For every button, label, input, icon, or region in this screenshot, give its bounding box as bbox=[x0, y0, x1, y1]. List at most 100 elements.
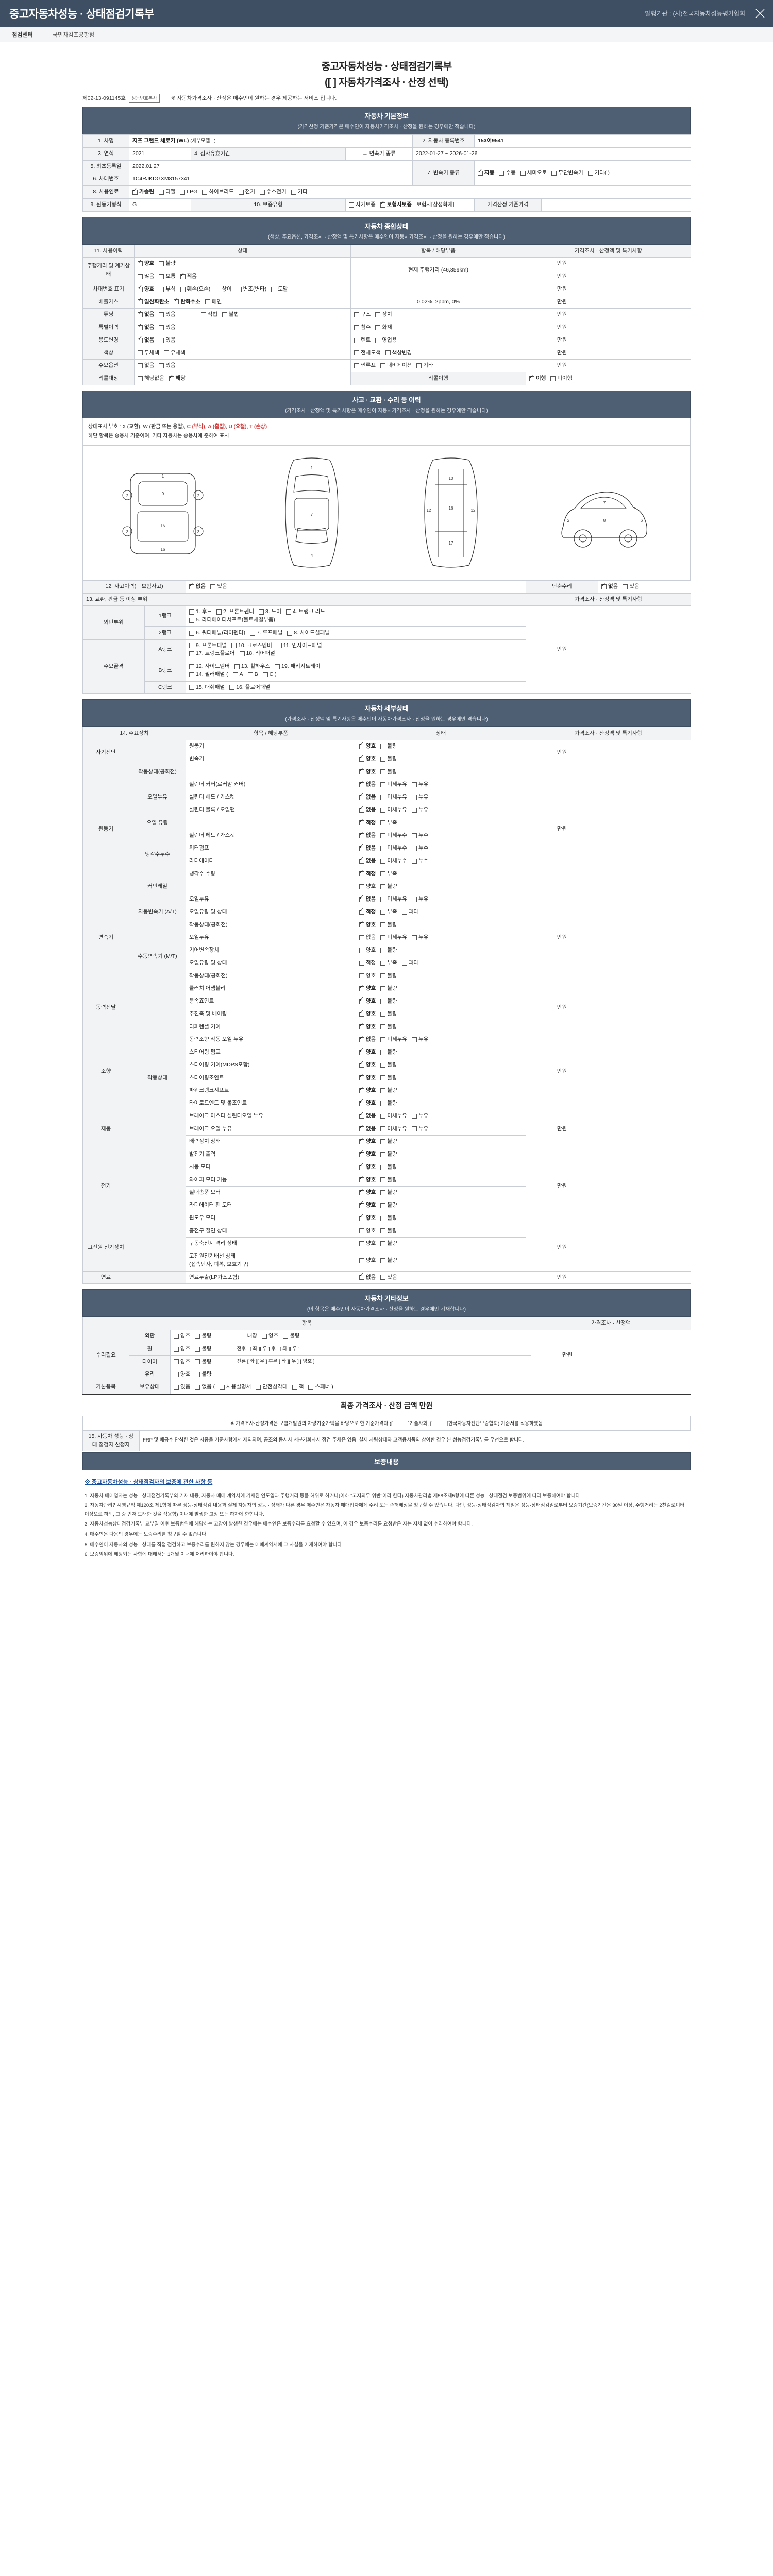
fuel-option[interactable]: LPG bbox=[180, 188, 197, 196]
state-option[interactable]: 불량 bbox=[380, 1138, 397, 1146]
part-option[interactable]: 7. 루프패널 bbox=[249, 629, 282, 637]
part-option[interactable]: 19. 패키지트레이 bbox=[275, 663, 320, 671]
state-option[interactable]: 미세누유 bbox=[380, 793, 407, 802]
part-option[interactable]: 16. 플로어패널 bbox=[229, 684, 270, 692]
detail-price[interactable] bbox=[598, 740, 691, 766]
state-option[interactable]: 있음 bbox=[159, 336, 176, 345]
state-option[interactable]: 없음 bbox=[359, 857, 376, 866]
state-option[interactable]: 미세누유 bbox=[380, 781, 407, 789]
state-option[interactable]: 불량 bbox=[283, 1332, 300, 1341]
overall-row-price[interactable] bbox=[598, 321, 691, 334]
state-option[interactable]: 상이 bbox=[215, 285, 232, 294]
part-option[interactable]: 5. 라디에이터서포트(볼트체결부품) bbox=[189, 616, 275, 624]
car-diagram-top[interactable]: 1 7 4 bbox=[278, 454, 345, 572]
state-option[interactable]: 불량 bbox=[380, 1214, 397, 1223]
part-option[interactable]: 13. 휠하우스 bbox=[234, 663, 270, 671]
state-option[interactable]: 양호 bbox=[359, 1227, 376, 1235]
state-option[interactable]: 양호 bbox=[138, 285, 154, 294]
fuel-option[interactable]: 수소전기 bbox=[259, 188, 287, 196]
state-option[interactable]: 부족 bbox=[380, 959, 397, 968]
transmission-option[interactable]: 수동 bbox=[499, 169, 516, 177]
state-option[interactable]: 도말 bbox=[271, 285, 288, 294]
state-option[interactable]: 부족 bbox=[380, 819, 397, 827]
state-option[interactable]: 불량 bbox=[380, 972, 397, 980]
state-option[interactable]: 미세누유 bbox=[380, 895, 407, 904]
state-option[interactable]: 누유 bbox=[411, 1125, 428, 1133]
state-option[interactable]: 없음 bbox=[359, 1112, 376, 1121]
detail-price[interactable] bbox=[598, 1224, 691, 1272]
state-option[interactable]: 없음 ( bbox=[195, 1383, 215, 1392]
state-option[interactable]: 양호 bbox=[359, 742, 376, 751]
transmission-option[interactable]: 기타( ) bbox=[587, 169, 610, 177]
state-option[interactable]: 적정 bbox=[359, 908, 376, 917]
state-option[interactable]: 없음 bbox=[138, 323, 154, 332]
state-option[interactable]: 매연 bbox=[205, 298, 222, 307]
part-option[interactable]: 12. 사이드멤버 bbox=[189, 663, 230, 671]
part-option[interactable]: 4. 트렁크 리드 bbox=[286, 608, 325, 616]
state-option[interactable]: 양호 bbox=[174, 1345, 190, 1353]
state-option[interactable]: 불량 bbox=[380, 1087, 397, 1095]
state-option[interactable]: 없음 bbox=[359, 844, 376, 853]
item-option[interactable]: 전체도색 bbox=[354, 349, 381, 358]
state-option[interactable]: 불량 bbox=[380, 1257, 397, 1265]
state-option[interactable]: 양호 bbox=[359, 883, 376, 891]
state-option[interactable]: 불량 bbox=[195, 1358, 212, 1366]
state-option[interactable]: 없음 bbox=[138, 362, 154, 370]
item-option[interactable]: 장치 bbox=[375, 311, 392, 319]
state-option[interactable]: 불량 bbox=[380, 883, 397, 891]
state-option[interactable]: 양호 bbox=[359, 1061, 376, 1070]
state-option[interactable]: 변조(변타) bbox=[236, 285, 266, 294]
detail-price[interactable] bbox=[598, 892, 691, 983]
state-option[interactable]: 양호 bbox=[359, 755, 376, 764]
state-option[interactable]: 양호 bbox=[359, 1188, 376, 1197]
state-option[interactable]: 불량 bbox=[380, 985, 397, 993]
state-option[interactable]: 양호 bbox=[359, 1201, 376, 1210]
part-option[interactable]: C ) bbox=[262, 671, 277, 679]
extra-price[interactable] bbox=[603, 1381, 692, 1394]
state-option[interactable]: 적정 bbox=[359, 869, 376, 878]
state-option[interactable]: 양호 bbox=[359, 1240, 376, 1248]
price-base-value[interactable] bbox=[541, 198, 692, 212]
item-option[interactable]: 내비게이션 bbox=[380, 362, 412, 370]
state-option[interactable]: 양호 bbox=[359, 920, 376, 929]
state-option[interactable]: 불량 bbox=[380, 742, 397, 751]
state-option[interactable]: 양호 bbox=[359, 1048, 376, 1057]
item-option[interactable]: 영업용 bbox=[375, 336, 397, 345]
part-option[interactable]: 18. 리어패널 bbox=[239, 650, 275, 658]
state-option[interactable]: 불량 bbox=[380, 997, 397, 1006]
state-option[interactable]: 양호 bbox=[174, 1358, 190, 1366]
detail-price[interactable] bbox=[598, 765, 691, 893]
state-option[interactable]: 있음 bbox=[174, 1383, 190, 1392]
state-option[interactable]: 불량 bbox=[380, 1048, 397, 1057]
state-option[interactable]: 미세누수 bbox=[380, 844, 407, 853]
state-option[interactable]: 없음 bbox=[359, 1035, 376, 1044]
state-option[interactable]: 불량 bbox=[380, 1201, 397, 1210]
state-option[interactable]: 스패너 ) bbox=[308, 1383, 333, 1392]
car-diagram-underbody[interactable]: 10 16 17 12 12 bbox=[417, 454, 484, 572]
detail-price[interactable] bbox=[598, 1148, 691, 1225]
fuel-option[interactable]: 디젤 bbox=[158, 188, 175, 196]
overall-row-price[interactable] bbox=[598, 295, 691, 309]
state-option[interactable]: 불량 bbox=[195, 1332, 212, 1341]
item-option[interactable]: 색상변경 bbox=[385, 349, 412, 358]
state-option[interactable]: 미세누유 bbox=[380, 806, 407, 815]
state-option[interactable]: 훼손(오손) bbox=[180, 285, 210, 294]
state-option[interactable]: 양호 bbox=[359, 946, 376, 955]
state-option[interactable]: 잭 bbox=[292, 1383, 304, 1392]
overall-row-price[interactable] bbox=[598, 359, 691, 372]
state-option[interactable]: 누유 bbox=[411, 1112, 428, 1121]
state-option[interactable]: 양호 bbox=[359, 1163, 376, 1172]
state-option[interactable]: 사용설명서 bbox=[220, 1383, 251, 1392]
extra-price[interactable] bbox=[603, 1330, 692, 1381]
overall-row-price[interactable] bbox=[598, 282, 691, 296]
state-option[interactable]: 보통 bbox=[159, 273, 176, 281]
item-option[interactable]: 썬루프 bbox=[354, 362, 376, 370]
state-option[interactable]: 적정 bbox=[359, 959, 376, 968]
state-option[interactable]: 과다 bbox=[401, 908, 418, 917]
state-option[interactable]: 양호 bbox=[359, 984, 376, 993]
state-option[interactable]: 불량 bbox=[195, 1345, 212, 1353]
state-option[interactable]: 없음 bbox=[359, 1124, 376, 1133]
state-option[interactable]: 누유 bbox=[411, 895, 428, 904]
part-option[interactable]: A bbox=[232, 671, 243, 679]
state-option[interactable]: 누수 bbox=[411, 857, 428, 866]
